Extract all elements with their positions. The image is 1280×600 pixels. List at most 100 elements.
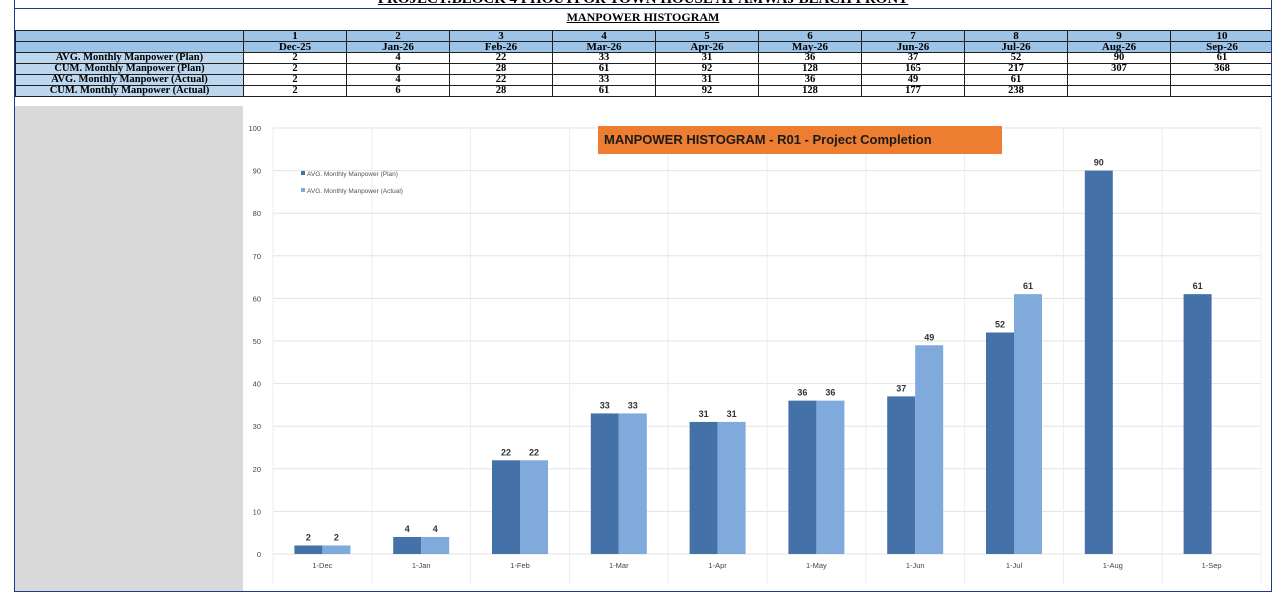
table-cell: 238	[964, 85, 1068, 97]
header-month: Aug-26	[1067, 41, 1171, 53]
table-cell	[1170, 85, 1271, 97]
legend-label: AVG. Monthly Manpower (Plan)	[307, 171, 398, 178]
table-header-numbers: 1 2 3 4 5 6 7 8 9 10	[15, 30, 1271, 42]
bar-plan	[590, 413, 619, 554]
x-tick-label: 1-May	[806, 561, 827, 570]
bar-plan	[887, 396, 916, 554]
x-tick-label: 1-Apr	[708, 561, 727, 570]
project-title: PROJECT:BLOCK 4 PHOUTFOR TOWN HOUSE AT A…	[15, 0, 1271, 8]
table-row: CUM. Monthly Manpower (Plan) 2 6 28 61 9…	[15, 63, 1271, 75]
bar-plan	[689, 421, 718, 554]
bar-actual	[915, 345, 944, 554]
table-cell: 217	[964, 63, 1068, 75]
title-divider	[15, 8, 1271, 9]
table-cell: 2	[243, 74, 347, 86]
table-cell: 2	[243, 52, 347, 64]
header-number: 1	[243, 30, 347, 42]
row-label: AVG. Monthly Manpower (Actual)	[15, 74, 244, 86]
bar-value-label: 22	[501, 447, 511, 457]
header-number: 4	[552, 30, 656, 42]
row-label: AVG. Monthly Manpower (Plan)	[15, 52, 244, 64]
header-number: 8	[964, 30, 1068, 42]
chart-title-box	[598, 126, 1002, 154]
table-cell: 31	[655, 74, 759, 86]
table-cell: 36	[758, 52, 862, 64]
header-number: 6	[758, 30, 862, 42]
table-cell: 61	[964, 74, 1068, 86]
table-header-months: Dec-25 Jan-26 Feb-26 Mar-26 Apr-26 May-2…	[15, 41, 1271, 53]
y-tick-label: 40	[253, 380, 261, 389]
table-cell: 33	[552, 74, 656, 86]
table-cell: 128	[758, 63, 862, 75]
legend-swatch	[301, 188, 305, 192]
table-row: AVG. Monthly Manpower (Actual) 2 4 22 33…	[15, 74, 1271, 86]
right-axis-tick: 0	[1271, 408, 1272, 417]
table-cell: 307	[1067, 63, 1171, 75]
header-number: 7	[861, 30, 965, 42]
bar-value-label: 31	[699, 409, 709, 419]
bar-plan	[1084, 170, 1113, 554]
bar-plan	[294, 545, 323, 554]
y-tick-label: 60	[253, 294, 261, 303]
y-tick-label: 70	[253, 252, 261, 261]
manpower-table: 1 2 3 4 5 6 7 8 9 10 Dec-25 Jan-26 Feb-2…	[15, 30, 1271, 97]
table-row: AVG. Monthly Manpower (Plan) 2 4 22 33 3…	[15, 52, 1271, 64]
bar-value-label: 33	[628, 400, 638, 410]
table-cell: 36	[758, 74, 862, 86]
bar-actual	[520, 460, 548, 554]
y-tick-label: 0	[257, 550, 261, 559]
header-month: Mar-26	[552, 41, 656, 53]
table-cell: 22	[449, 52, 553, 64]
right-axis-tick: 0	[1271, 479, 1272, 488]
y-tick-label: 100	[248, 124, 261, 133]
table-cell: 92	[655, 85, 759, 97]
x-tick-label: 1-Jan	[412, 561, 431, 570]
header-month: Jan-26	[346, 41, 450, 53]
header-month: Dec-25	[243, 41, 347, 53]
x-tick-label: 1-Sep	[1202, 561, 1222, 570]
bar-actual	[322, 545, 351, 554]
right-axis-tick: 1	[1271, 195, 1272, 204]
header-number: 10	[1170, 30, 1271, 42]
table-cell: 6	[346, 63, 450, 75]
table-cell: 33	[552, 52, 656, 64]
table-cell: 61	[552, 63, 656, 75]
table-cell: 61	[1170, 52, 1271, 64]
table-cell: 31	[655, 52, 759, 64]
row-label: CUM. Monthly Manpower (Actual)	[15, 85, 244, 97]
right-axis-tick: 1	[1271, 266, 1272, 275]
manpower-histogram-title: MANPOWER HISTOGRAM	[566, 10, 720, 24]
table-cell: 28	[449, 85, 553, 97]
table-cell	[1067, 74, 1171, 86]
bar-value-label: 36	[825, 388, 835, 398]
y-tick-label: 90	[253, 167, 261, 176]
legend-swatch	[301, 171, 305, 175]
bar-plan	[1183, 294, 1212, 554]
bar-value-label: 2	[306, 532, 311, 542]
table-cell: 165	[861, 63, 965, 75]
header-number: 3	[449, 30, 553, 42]
bar-value-label: 33	[600, 400, 610, 410]
header-month: Jul-26	[964, 41, 1068, 53]
bar-actual	[421, 536, 450, 554]
header-number: 2	[346, 30, 450, 42]
table-cell: 92	[655, 63, 759, 75]
header-number: 5	[655, 30, 759, 42]
table-cell: 368	[1170, 63, 1271, 75]
bar-plan	[393, 536, 422, 554]
x-tick-label: 1-Jul	[1006, 561, 1023, 570]
bar-value-label: 4	[405, 524, 410, 534]
table-cell: 6	[346, 85, 450, 97]
header-month: Apr-26	[655, 41, 759, 53]
y-tick-label: 10	[253, 507, 261, 516]
bar-value-label: 49	[924, 332, 934, 342]
table-cell: 61	[552, 85, 656, 97]
table-cell: 4	[346, 52, 450, 64]
table-cell: 2	[243, 63, 347, 75]
bar-value-label: 22	[529, 447, 539, 457]
bar-value-label: 61	[1023, 281, 1033, 291]
chart-title: MANPOWER HISTOGRAM - R01 - Project Compl…	[604, 132, 932, 147]
bar-plan	[788, 400, 817, 554]
header-month: May-26	[758, 41, 862, 53]
header-blank-cell	[15, 30, 244, 42]
